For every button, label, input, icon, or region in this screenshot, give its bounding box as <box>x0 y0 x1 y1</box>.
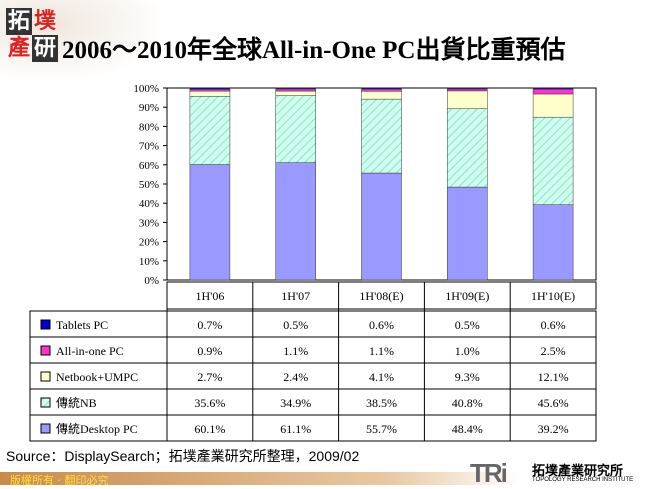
bar-segment <box>275 87 316 90</box>
bar-segment <box>189 87 231 90</box>
bar-segment <box>361 172 402 281</box>
bar-segment <box>532 204 574 281</box>
legend-swatch <box>40 423 51 434</box>
bar-segment <box>447 88 488 92</box>
legend-label: All-in-one PC <box>56 344 124 358</box>
footer-bar: 版權所有 ‧ 翻印必究 <box>0 472 650 487</box>
data-label: 0.6% <box>369 318 394 332</box>
legend-swatch <box>40 397 51 408</box>
bar-segment <box>275 90 316 96</box>
y-tick-label: 40% <box>139 198 159 210</box>
data-label: 34.9% <box>280 396 311 410</box>
legend-swatch <box>40 345 51 356</box>
page-title: 2006～2010年全球All-in-One PC出貨比重預估 <box>62 37 566 64</box>
brand-en: TOPOLOGY RESEARCH INSTITUTE <box>532 477 634 483</box>
y-tick-label: 60% <box>139 160 159 172</box>
brand-cn: 拓墣產業研究所 <box>532 463 624 478</box>
data-label: 9.3% <box>455 370 480 384</box>
data-label: 0.5% <box>455 318 480 332</box>
bar-segment <box>447 90 488 109</box>
data-label: 0.7% <box>197 318 222 332</box>
data-label: 0.5% <box>283 318 308 332</box>
y-tick-label: 50% <box>139 179 159 191</box>
y-tick-label: 0% <box>144 275 159 287</box>
copyright: 版權所有 ‧ 翻印必究 <box>10 474 109 487</box>
data-label: 2.4% <box>283 370 308 384</box>
bar-segment <box>447 87 488 90</box>
legend-label: 傳統NB <box>56 396 97 410</box>
data-table <box>29 310 597 442</box>
data-label: 60.1% <box>194 422 225 436</box>
data-label: 45.6% <box>538 396 569 410</box>
bar-segment <box>361 98 402 174</box>
data-label: 0.9% <box>197 344 222 358</box>
y-tick-label: 30% <box>139 217 159 229</box>
y-tick-label: 90% <box>139 102 159 114</box>
data-label: 48.4% <box>452 422 483 436</box>
y-tick-label: 100% <box>133 83 159 95</box>
bar-segment <box>532 116 574 205</box>
bar-segment <box>447 186 488 281</box>
category-label: 1H'09(E) <box>445 289 489 303</box>
legend-swatch <box>40 371 51 382</box>
data-label: 39.2% <box>538 422 569 436</box>
bar-segment <box>189 96 231 165</box>
data-label: 38.5% <box>366 396 397 410</box>
bar-segment <box>189 90 231 97</box>
data-label: 2.5% <box>541 344 566 358</box>
bar-segment <box>275 88 316 92</box>
legend-label: Tablets PC <box>56 318 108 332</box>
data-label: 1.1% <box>369 344 394 358</box>
legend-label: 傳統Desktop PC <box>56 422 138 436</box>
data-label: 1.1% <box>283 344 308 358</box>
data-label: 61.1% <box>280 422 311 436</box>
bar-segment <box>532 93 574 118</box>
bar-segment <box>532 88 574 95</box>
bar-segment <box>361 88 402 92</box>
category-label: 1H'06 <box>195 289 224 303</box>
data-label: 55.7% <box>366 422 397 436</box>
legend-swatch <box>40 319 51 330</box>
bar-segment <box>275 95 316 163</box>
y-tick-label: 70% <box>139 141 159 153</box>
y-tick-label: 20% <box>139 237 159 249</box>
bar-segment <box>189 164 231 281</box>
data-label: 12.1% <box>538 370 569 384</box>
logo: 拓墣產研 <box>6 8 58 62</box>
data-label: 0.6% <box>541 318 566 332</box>
brand-mark: TRi <box>470 458 508 488</box>
data-label: 1.0% <box>455 344 480 358</box>
data-label: 40.8% <box>452 396 483 410</box>
y-tick-label: 80% <box>139 121 159 133</box>
category-label: 1H'10(E) <box>531 289 575 303</box>
legend-label: Netbook+UMPC <box>56 370 138 384</box>
tri-logo: TRi 拓墣產業研究所 TOPOLOGY RESEARCH INSTITUTE <box>470 458 633 489</box>
data-label: 35.6% <box>194 396 225 410</box>
data-label: 4.1% <box>369 370 394 384</box>
bar-segment <box>532 87 574 90</box>
source-note: Source：DisplaySearch；拓墣產業研究所整理，2009/02 <box>6 448 360 464</box>
category-label: 1H'07 <box>281 289 310 303</box>
y-tick-label: 10% <box>139 256 159 268</box>
bar-segment <box>361 91 402 100</box>
bar-segment <box>447 108 488 188</box>
bar-segment <box>361 87 402 90</box>
data-label: 2.7% <box>197 370 222 384</box>
category-label: 1H'08(E) <box>359 289 403 303</box>
bar-segment <box>275 162 316 281</box>
bar-segment <box>189 89 231 92</box>
